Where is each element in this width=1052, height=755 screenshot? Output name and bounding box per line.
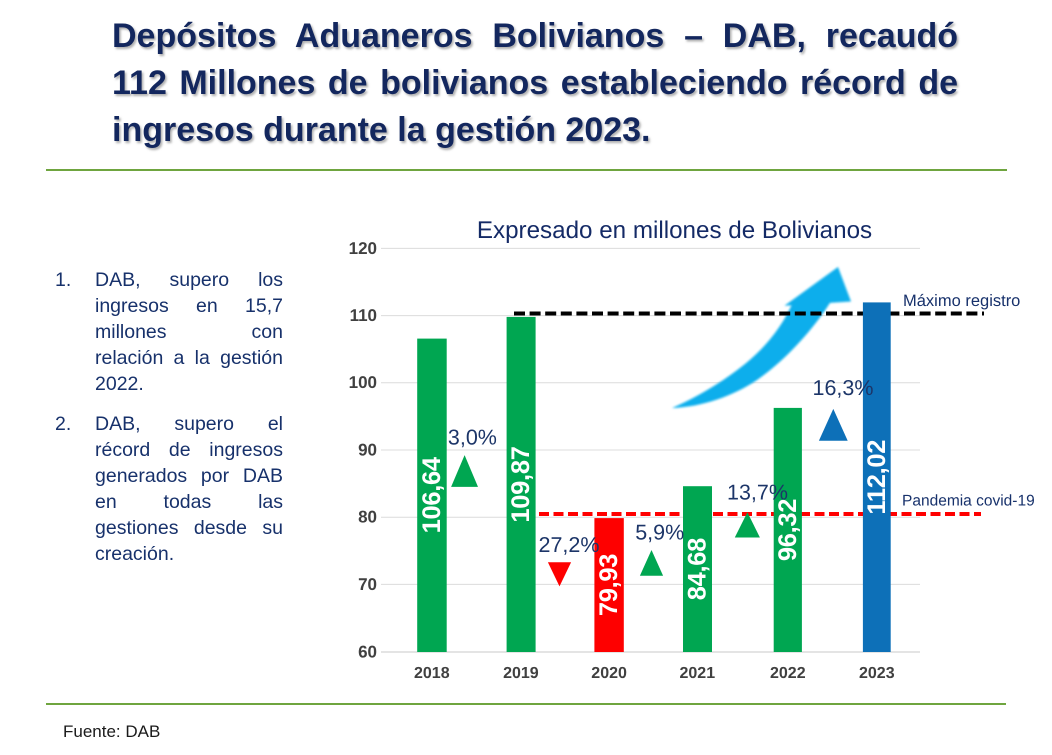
svg-text:106,64: 106,64 <box>418 456 446 533</box>
svg-text:13,7%: 13,7% <box>727 481 788 505</box>
svg-text:2022: 2022 <box>770 665 806 682</box>
svg-text:27,2%: 27,2% <box>539 533 600 557</box>
svg-text:60: 60 <box>358 643 377 662</box>
svg-text:Pandemia covid-19: Pandemia covid-19 <box>902 493 1035 510</box>
svg-text:109,87: 109,87 <box>507 446 535 522</box>
svg-text:2019: 2019 <box>503 665 539 682</box>
svg-text:90: 90 <box>358 441 377 460</box>
svg-text:16,3%: 16,3% <box>813 376 874 400</box>
svg-text:120: 120 <box>349 239 377 258</box>
svg-text:112,02: 112,02 <box>863 440 891 515</box>
svg-text:100: 100 <box>349 373 377 392</box>
svg-text:2020: 2020 <box>591 665 627 682</box>
svg-text:5,9%: 5,9% <box>635 520 684 544</box>
svg-text:2021: 2021 <box>680 665 716 682</box>
svg-text:2023: 2023 <box>859 665 895 682</box>
svg-text:79,93: 79,93 <box>595 554 623 616</box>
svg-text:96,32: 96,32 <box>774 499 802 561</box>
svg-text:3,0%: 3,0% <box>448 426 497 450</box>
svg-text:70: 70 <box>358 575 377 594</box>
svg-text:110: 110 <box>350 306 377 325</box>
svg-text:84,68: 84,68 <box>684 538 712 600</box>
svg-text:Máximo registro: Máximo registro <box>903 292 1020 310</box>
svg-text:Expresado en millones de Boliv: Expresado en millones de Bolivianos <box>477 217 872 244</box>
svg-text:80: 80 <box>358 508 377 527</box>
svg-text:2018: 2018 <box>414 665 450 682</box>
